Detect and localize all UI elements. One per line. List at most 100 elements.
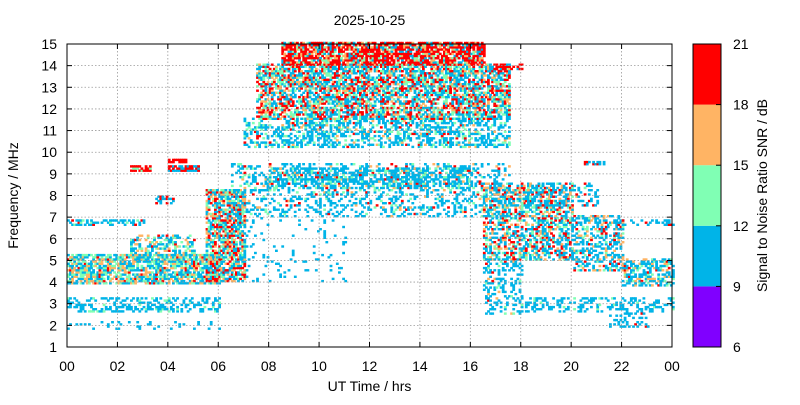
- heatmap-cell: [119, 266, 123, 270]
- heatmap-cell: [270, 63, 274, 66]
- heatmap-cell: [209, 202, 213, 205]
- heatmap-cell: [392, 141, 396, 144]
- heatmap-cell: [337, 199, 341, 203]
- heatmap-cell: [331, 80, 335, 84]
- heatmap-cell: [304, 80, 308, 84]
- heatmap-cell: [352, 117, 356, 120]
- heatmap-cell: [159, 199, 163, 203]
- heatmap-cell: [169, 253, 173, 257]
- heatmap-cell: [148, 262, 152, 265]
- heatmap-cell: [421, 139, 425, 142]
- heatmap-cell: [348, 78, 352, 81]
- heatmap-cell: [239, 221, 242, 224]
- heatmap-cell: [207, 245, 211, 248]
- heatmap-cell: [323, 132, 327, 136]
- heatmap-cell: [136, 236, 140, 239]
- heatmap-cell: [132, 223, 135, 226]
- heatmap-cell: [342, 204, 345, 207]
- heatmap-cell: [218, 234, 221, 237]
- heatmap-cell: [245, 167, 249, 170]
- heatmap-cell: [178, 158, 182, 162]
- heatmap-cell: [407, 167, 411, 170]
- heatmap-cell: [377, 189, 381, 192]
- heatmap-cell: [426, 134, 429, 138]
- heatmap-cell: [308, 85, 312, 88]
- heatmap-cell: [151, 241, 154, 244]
- heatmap-cell: [323, 78, 327, 81]
- heatmap-cell: [344, 180, 348, 183]
- heatmap-cell: [228, 256, 232, 259]
- heatmap-cell: [289, 163, 293, 166]
- heatmap-cell: [459, 210, 463, 214]
- heatmap-cell: [138, 275, 142, 278]
- heatmap-cell: [279, 87, 282, 90]
- heatmap-cell: [241, 176, 245, 179]
- heatmap-cell: [163, 305, 167, 309]
- heatmap-cell: [96, 256, 100, 259]
- heatmap-cell: [256, 72, 259, 75]
- heatmap-cell: [169, 169, 173, 172]
- heatmap-cell: [298, 67, 301, 71]
- heatmap-cell: [180, 303, 184, 307]
- heatmap-cell: [232, 279, 236, 283]
- heatmap-cell: [457, 130, 461, 133]
- heatmap-cell: [451, 117, 455, 120]
- heatmap-cell: [134, 277, 137, 281]
- heatmap-cell: [205, 279, 209, 283]
- heatmap-cell: [335, 113, 339, 116]
- heatmap-cell: [375, 130, 379, 133]
- heatmap-cell: [222, 243, 226, 246]
- heatmap-cell: [321, 134, 324, 138]
- heatmap-cell: [266, 106, 270, 110]
- heatmap-cell: [186, 266, 190, 270]
- heatmap-cell: [167, 279, 171, 283]
- heatmap-cell: [218, 195, 221, 198]
- heatmap-cell: [428, 130, 431, 133]
- heatmap-cell: [237, 249, 240, 252]
- heatmap-cell: [426, 137, 429, 140]
- heatmap-cell: [442, 126, 446, 129]
- heatmap-cell: [401, 182, 404, 185]
- heatmap-cell: [195, 260, 198, 263]
- heatmap-cell: [340, 93, 343, 97]
- heatmap-cell: [289, 197, 293, 201]
- heatmap-cell: [342, 180, 345, 183]
- heatmap-cell: [214, 195, 217, 198]
- heatmap-cell: [264, 141, 268, 144]
- heatmap-cell: [321, 106, 324, 110]
- heatmap-cell: [310, 134, 314, 138]
- heatmap-cell: [146, 260, 150, 263]
- heatmap-cell: [207, 282, 211, 285]
- heatmap-cell: [327, 95, 331, 99]
- heatmap-cell: [308, 141, 312, 144]
- heatmap-cell: [207, 189, 211, 192]
- heatmap-cell: [287, 208, 291, 211]
- heatmap-cell: [100, 266, 104, 270]
- heatmap-cell: [319, 98, 322, 101]
- heatmap-cell: [459, 186, 463, 190]
- heatmap-cell: [230, 206, 234, 209]
- heatmap-cell: [287, 67, 291, 71]
- heatmap-cell: [237, 236, 240, 239]
- heatmap-cell: [293, 95, 297, 99]
- heatmap-cell: [207, 225, 211, 229]
- heatmap-cell: [260, 141, 264, 144]
- heatmap-cell: [436, 130, 440, 133]
- heatmap-cell: [373, 186, 377, 190]
- heatmap-cell: [163, 197, 167, 201]
- heatmap-cell: [172, 241, 175, 244]
- heatmap-cell: [338, 115, 341, 118]
- heatmap-cell: [243, 182, 247, 185]
- heatmap-cell: [335, 85, 339, 88]
- heatmap-cell: [165, 253, 169, 257]
- heatmap-cell: [338, 83, 341, 86]
- heatmap-cell: [424, 171, 427, 175]
- heatmap-cell: [289, 72, 293, 75]
- heatmap-cell: [319, 117, 322, 120]
- heatmap-cell: [476, 171, 480, 175]
- heatmap-cell: [79, 266, 83, 270]
- heatmap-cell: [235, 197, 238, 201]
- heatmap-cell: [304, 173, 308, 177]
- heatmap-cell: [205, 204, 209, 207]
- heatmap-cell: [293, 67, 297, 71]
